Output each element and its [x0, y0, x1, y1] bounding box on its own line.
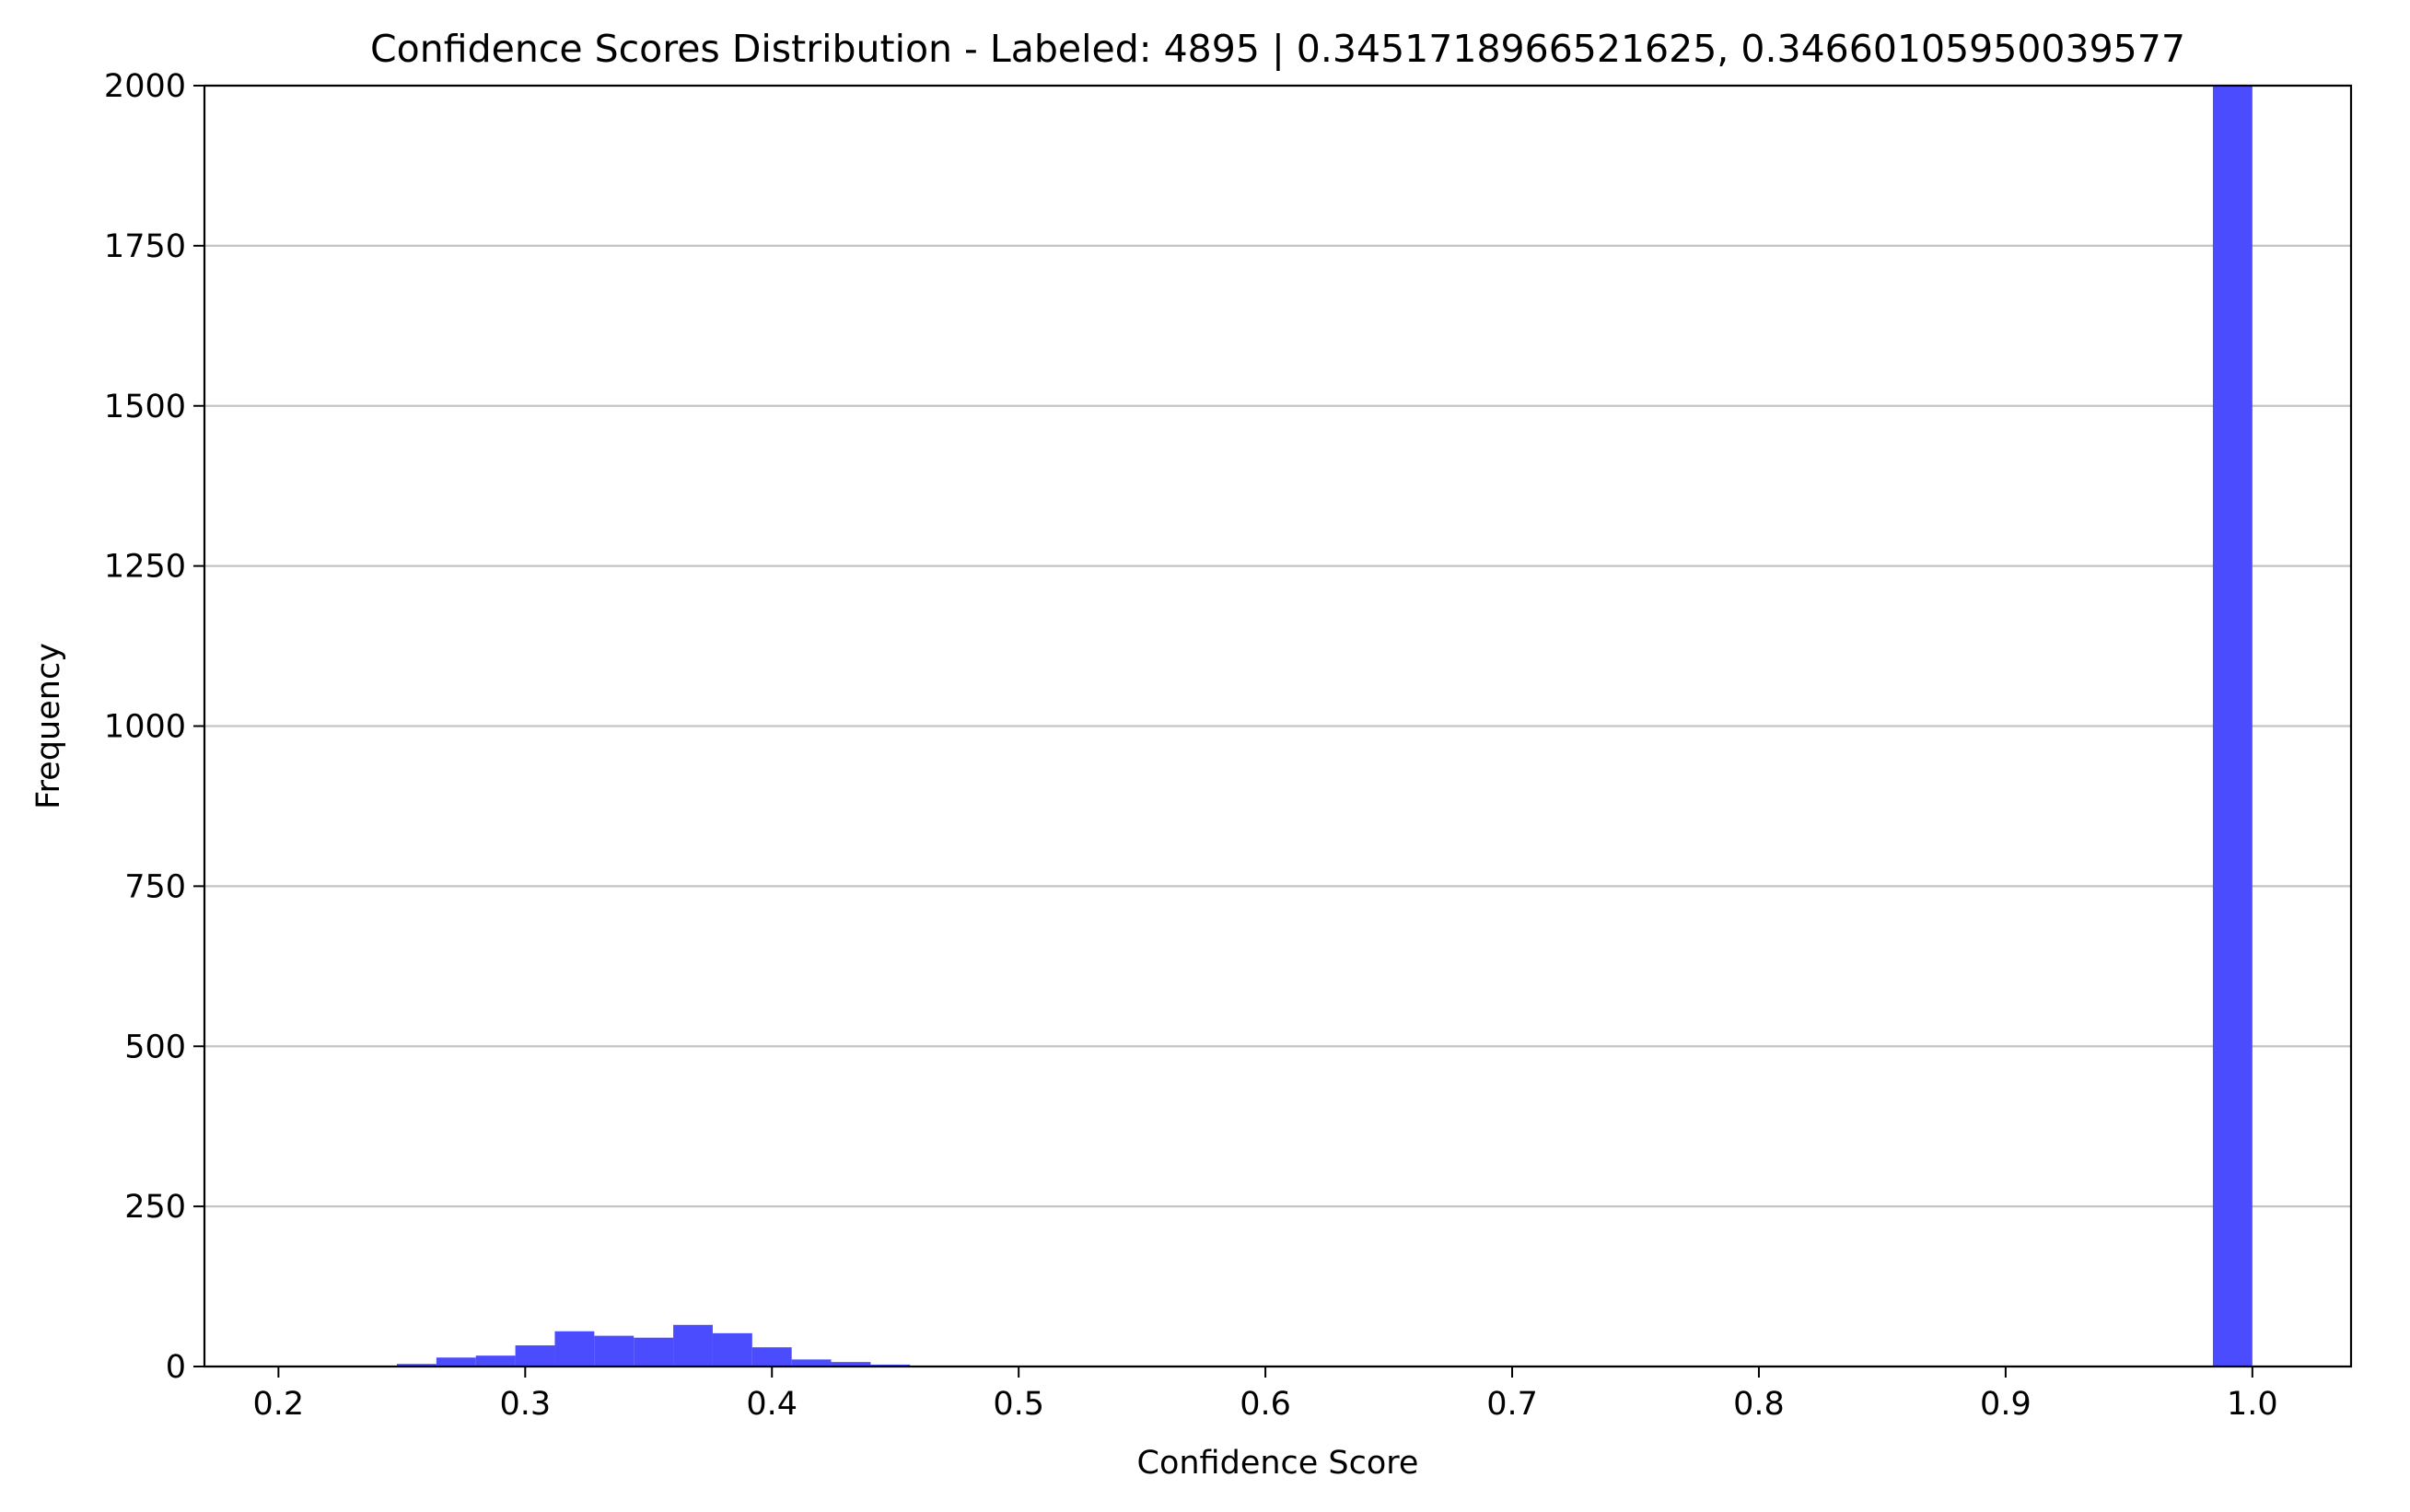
y-tick-label-2: 500 — [124, 1029, 186, 1065]
y-tick-label-5: 1250 — [104, 549, 186, 586]
histogram-bar-0 — [396, 1364, 437, 1367]
x-tick-label-4: 0.6 — [1240, 1386, 1291, 1423]
x-tick-label-3: 0.5 — [993, 1386, 1044, 1423]
histogram-bar-11 — [831, 1362, 871, 1367]
y-tick-label-8: 2000 — [104, 68, 186, 105]
x-tick-label-6: 0.8 — [1733, 1386, 1785, 1423]
x-tick-label-2: 0.4 — [746, 1386, 798, 1423]
x-tick-label-7: 0.9 — [1980, 1386, 2032, 1423]
x-axis-label: Confidence Score — [1137, 1445, 1419, 1482]
histogram-bar-8 — [712, 1332, 752, 1367]
y-tick-label-4: 1000 — [104, 709, 186, 746]
histogram-bars — [396, 86, 2253, 1367]
x-tick-label-1: 0.3 — [499, 1386, 551, 1423]
histogram-bar-3 — [515, 1345, 555, 1367]
gridlines — [204, 84, 2351, 1368]
y-axis-label: Frequency — [30, 643, 67, 809]
histogram-bar-1 — [436, 1357, 476, 1367]
x-tick-label-0: 0.2 — [253, 1386, 305, 1423]
x-axis-ticks: 0.2 0.3 0.4 0.5 0.6 0.7 0.8 0.9 1.0 — [253, 1367, 2278, 1423]
y-tick-label-0: 0 — [166, 1349, 186, 1386]
histogram-bar-9 — [751, 1347, 792, 1367]
histogram-bar-7 — [673, 1324, 713, 1367]
chart-title: Confidence Scores Distribution - Labeled… — [370, 27, 2185, 71]
x-tick-label-8: 1.0 — [2227, 1386, 2278, 1423]
x-tick-label-5: 0.7 — [1486, 1386, 1538, 1423]
y-tick-label-6: 1500 — [104, 389, 186, 425]
histogram-bar-5 — [594, 1335, 635, 1367]
y-tick-label-7: 1750 — [104, 228, 186, 265]
histogram-bar-13 — [2212, 86, 2253, 1367]
histogram-bar-10 — [791, 1359, 832, 1367]
y-axis-ticks: 0 250 500 750 1000 1250 1500 1750 2000 — [104, 68, 204, 1386]
histogram-bar-2 — [475, 1355, 516, 1367]
y-tick-label-3: 750 — [124, 868, 186, 905]
histogram-bar-4 — [554, 1331, 595, 1367]
histogram-bar-6 — [634, 1337, 674, 1367]
y-tick-label-1: 250 — [124, 1189, 186, 1226]
